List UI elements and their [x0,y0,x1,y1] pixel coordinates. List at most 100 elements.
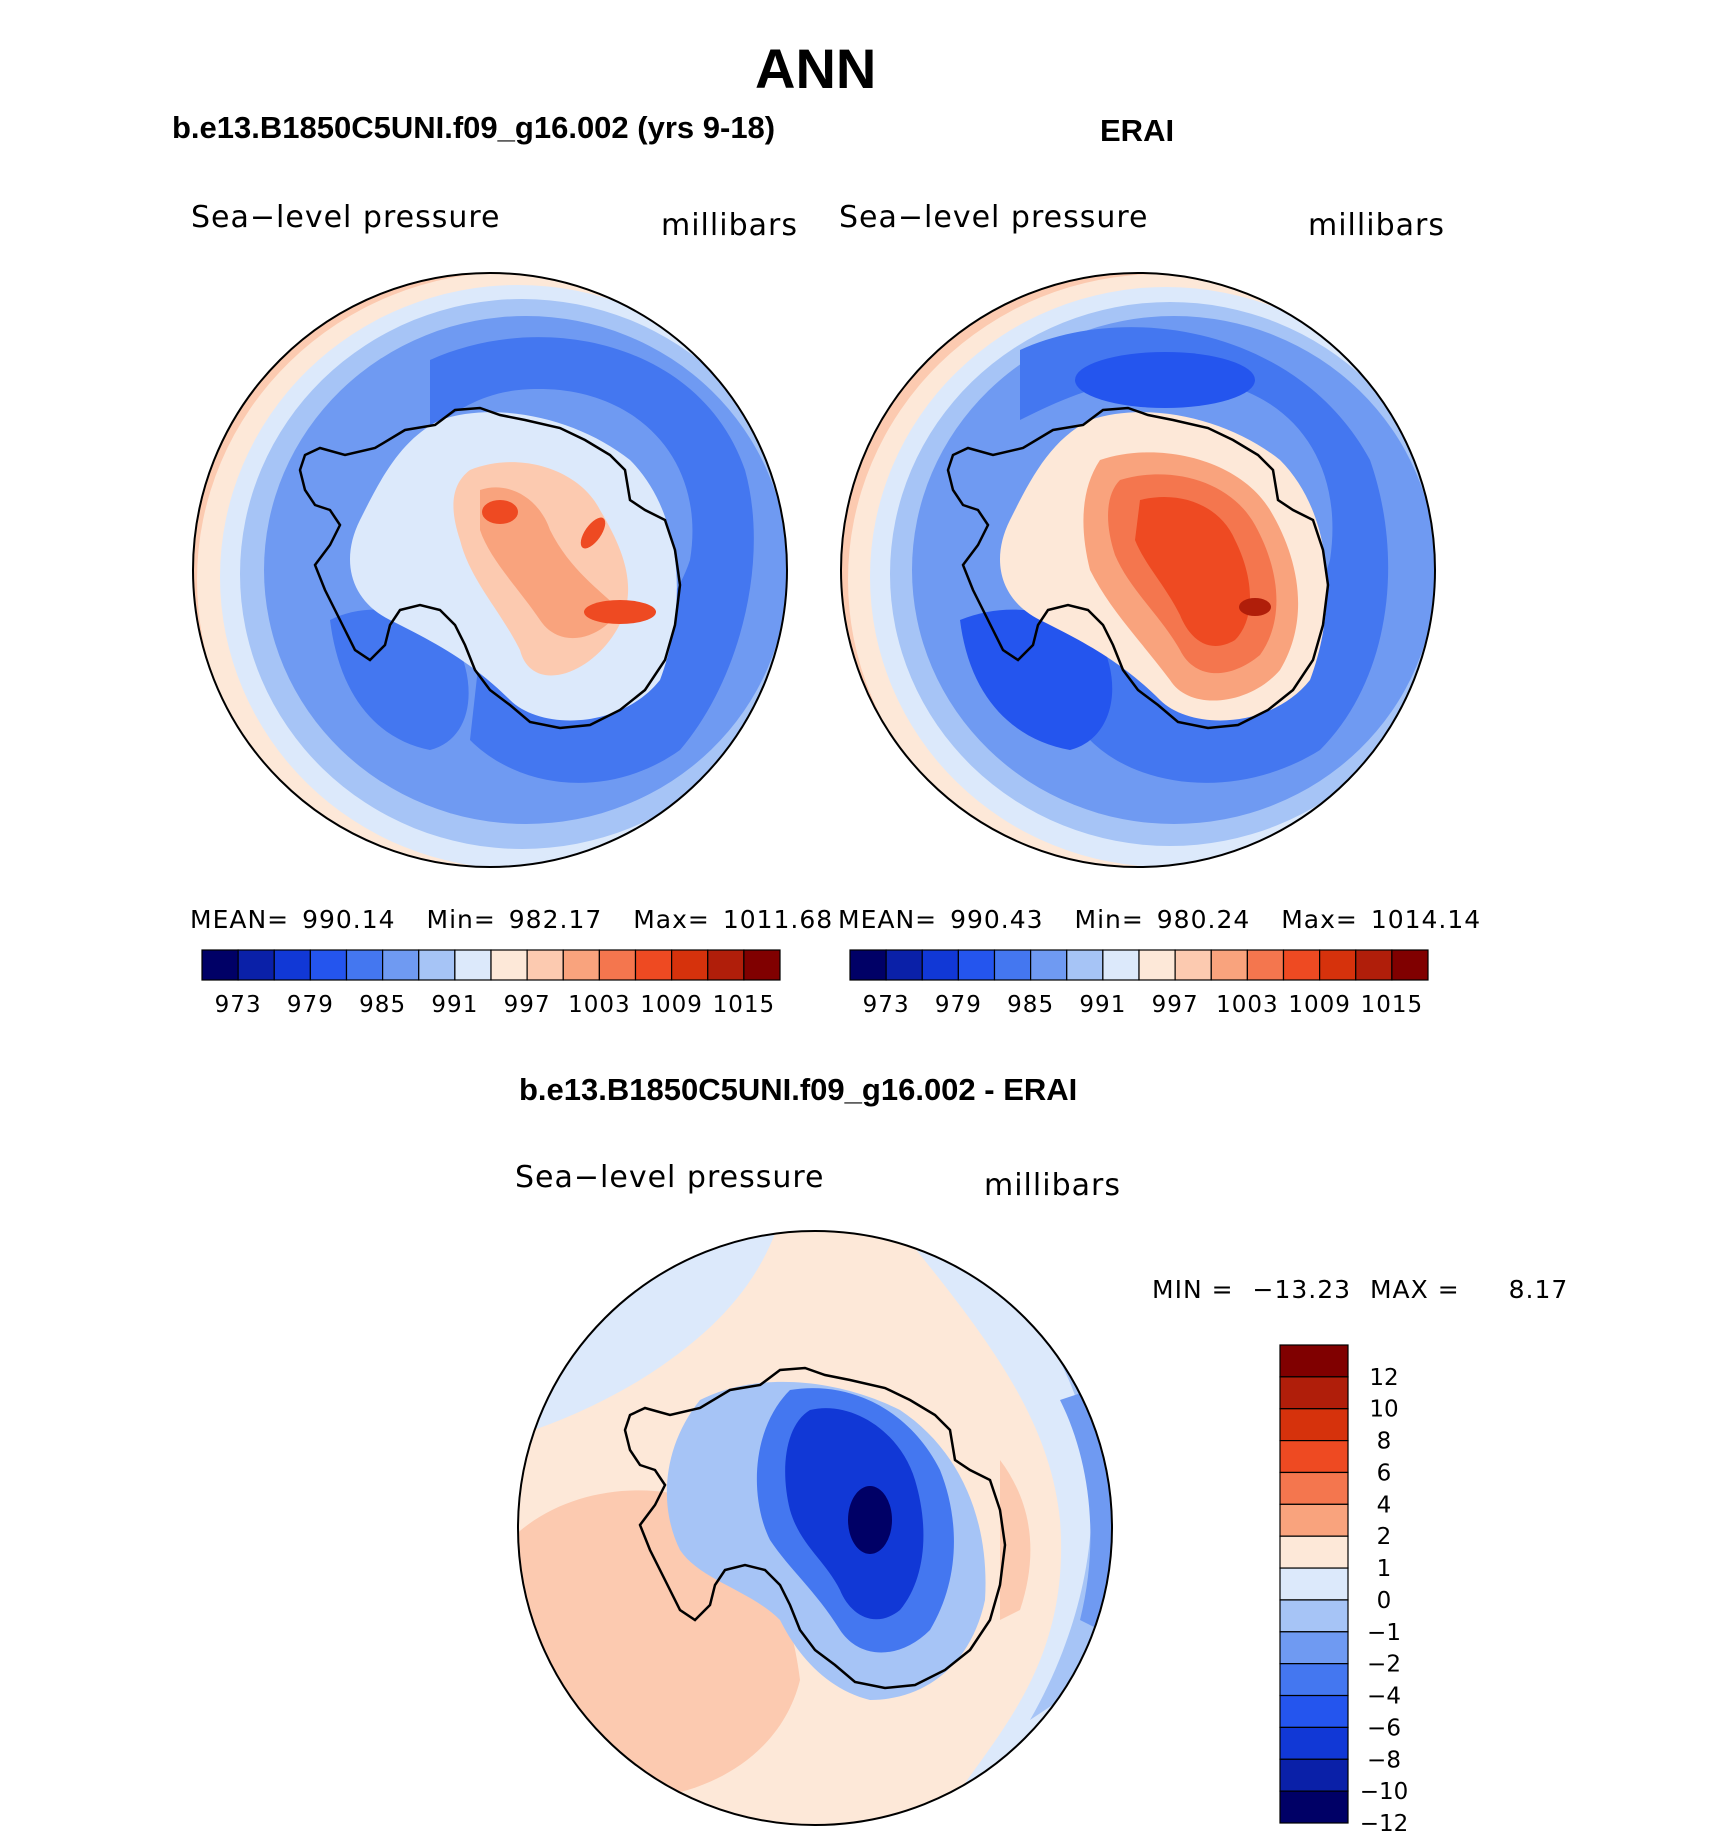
panel2-colorbar-swatch [1355,949,1393,981]
panel2-max-label: Max= [1281,905,1358,934]
panel2-units-label: millibars [1308,208,1445,243]
panel1-colorbar-swatch [707,949,745,981]
panel3-colorbar-swatch [1279,1758,1349,1792]
panel2-title: ERAI [1100,113,1175,148]
panel3-min-value: −13.23 [1252,1275,1352,1304]
panel3-colorbar-swatch [1279,1567,1349,1601]
panel1-colorbar-swatch [237,949,275,981]
panel3-colorbar-swatch [1279,1631,1349,1665]
panel1-mean-value: 990.14 [302,905,396,934]
panel3-colorbar-tick-label: −4 [1367,1684,1401,1710]
panel1-colorbar-tick-label: 985 [359,992,406,1018]
panel1-field-high-4 [482,500,518,524]
panel3-max-label: MAX = [1369,1275,1460,1304]
panel2-variable-label: Sea−level pressure [839,200,1149,235]
figure-title: ANN [755,37,877,100]
panel3-max-value: 8.17 [1508,1275,1569,1304]
panel3-colorbar-tick-label: −2 [1367,1652,1401,1678]
panel1-colorbar-tick-label: 979 [287,992,334,1018]
panel2-colorbar-swatch [1066,949,1104,981]
panel3-coastline [623,1366,1007,1690]
panel1-min-label: Min= [426,905,496,934]
panel2-mean-label: MEAN= [838,905,938,934]
panel2-mean-value: 990.43 [950,905,1044,934]
panel2-map-outline [840,272,1436,868]
panel2-colorbar-tick-label: 1009 [1288,992,1351,1018]
panel3-colorbar-swatch [1279,1376,1349,1410]
panel2-colorbar-swatch [1319,949,1357,981]
panel2-colorbar-tick-label: 1003 [1216,992,1279,1018]
panel2-colorbar-tick-label: 973 [863,992,910,1018]
panel1-colorbar-tick-label: 991 [431,992,478,1018]
panel2-field-high-4 [1239,598,1271,616]
panel2-colorbar-swatch [1030,949,1068,981]
panel3-colorbar-swatch [1279,1471,1349,1505]
panel1-stats: MEAN= 990.14 Min= 982.17 Max= 1011.68 [190,905,833,934]
panel2-colorbar-swatch [1210,949,1248,981]
panel2-colorbar: 973 979 985 991 997 1003 1009 1015 [849,949,1429,1018]
panel1-field-high-2 [480,487,620,639]
panel3-colorbar-tick-label: −6 [1367,1715,1401,1741]
panel2-colorbar-tick-label: 979 [935,992,982,1018]
panel1-colorbar-swatch [634,949,673,981]
panel3-variable-label: Sea−level pressure [515,1160,825,1195]
panel1-colorbar-swatch [562,949,600,981]
panel1-colorbar-tick-label: 997 [504,992,551,1018]
panel3-stats: MIN = −13.23 MAX = 8.17 [1152,1275,1568,1304]
panel2-colorbar-swatch [849,949,887,981]
panel1-max-value: 1011.68 [722,905,834,934]
panel1-field-high-3 [584,600,656,624]
panel3-colorbar-tick-label: 0 [1377,1588,1392,1614]
panel2-field-high-3 [1135,496,1250,646]
panel2-colorbar-swatch [993,949,1032,981]
panel3-colorbar-swatch [1279,1344,1349,1378]
panel1-colorbar-tick-label: 973 [215,992,262,1018]
panel2-colorbar-tick-label: 1015 [1361,992,1424,1018]
panel1-max-label: Max= [633,905,710,934]
panel3-field-neg-min [848,1486,892,1554]
panel1-map-outline [192,272,788,868]
panel1-mean-label: MEAN= [190,905,290,934]
panel1-field-high-5 [580,517,606,549]
panel2-colorbar-swatch [957,949,996,981]
panel2-colorbar-swatch [1246,949,1285,981]
panel3-title: b.e13.B1850C5UNI.f09_g16.002 - ERAI [519,1072,1078,1107]
panel1-colorbar-swatch [598,949,637,981]
panel3-colorbar-tick-label: 12 [1369,1365,1398,1391]
panel3-colorbar-swatch [1279,1726,1349,1760]
panel3-colorbar-tick-label: 4 [1377,1492,1392,1518]
panel3-colorbar-tick-label: 8 [1377,1429,1392,1455]
panel1-colorbar-swatch [382,949,420,981]
panel3-colorbar-tick-label: 6 [1377,1460,1392,1486]
panel2-colorbar-swatch [1138,949,1176,981]
panel1-colorbar-tick-label: 1009 [640,992,703,1018]
panel3-colorbar-tick-label: 2 [1377,1524,1392,1550]
panel3-map-outline [517,1230,1113,1826]
panel2-min-value: 980.24 [1156,905,1251,934]
panel2-colorbar-tick-label: 985 [1007,992,1054,1018]
panel2-colorbar-swatch [1102,949,1140,981]
panel1-title: b.e13.B1850C5UNI.f09_g16.002 (yrs 9-18) [172,110,776,145]
panel3-colorbar-swatch [1279,1408,1349,1442]
panel1-colorbar-tick-label: 1015 [713,992,776,1018]
panel3-field-pos-east [1000,1460,1031,1620]
panel2-max-value: 1014.14 [1370,905,1482,934]
panel1-min-value: 982.17 [508,905,603,934]
panel1-field-low-west [330,609,469,750]
panel2-coastline [946,406,1330,730]
panel3-min-label: MIN = [1152,1275,1234,1304]
panel2-field-low-west [960,609,1113,750]
panel1-coastline [298,406,682,730]
panel2-field-low-north [1075,352,1255,408]
panel2-colorbar-swatch [1174,949,1212,981]
panel2-colorbar-swatch [1282,949,1321,981]
panel3-colorbar-swatch [1279,1663,1349,1697]
panel3-colorbar-swatch [1279,1599,1349,1633]
panel3-colorbar-tick-label: −10 [1360,1779,1409,1805]
panel2-colorbar-tick-label: 991 [1079,992,1126,1018]
panel1-colorbar-swatch [309,949,348,981]
panel3-colorbar-tick-label: −1 [1367,1620,1401,1646]
